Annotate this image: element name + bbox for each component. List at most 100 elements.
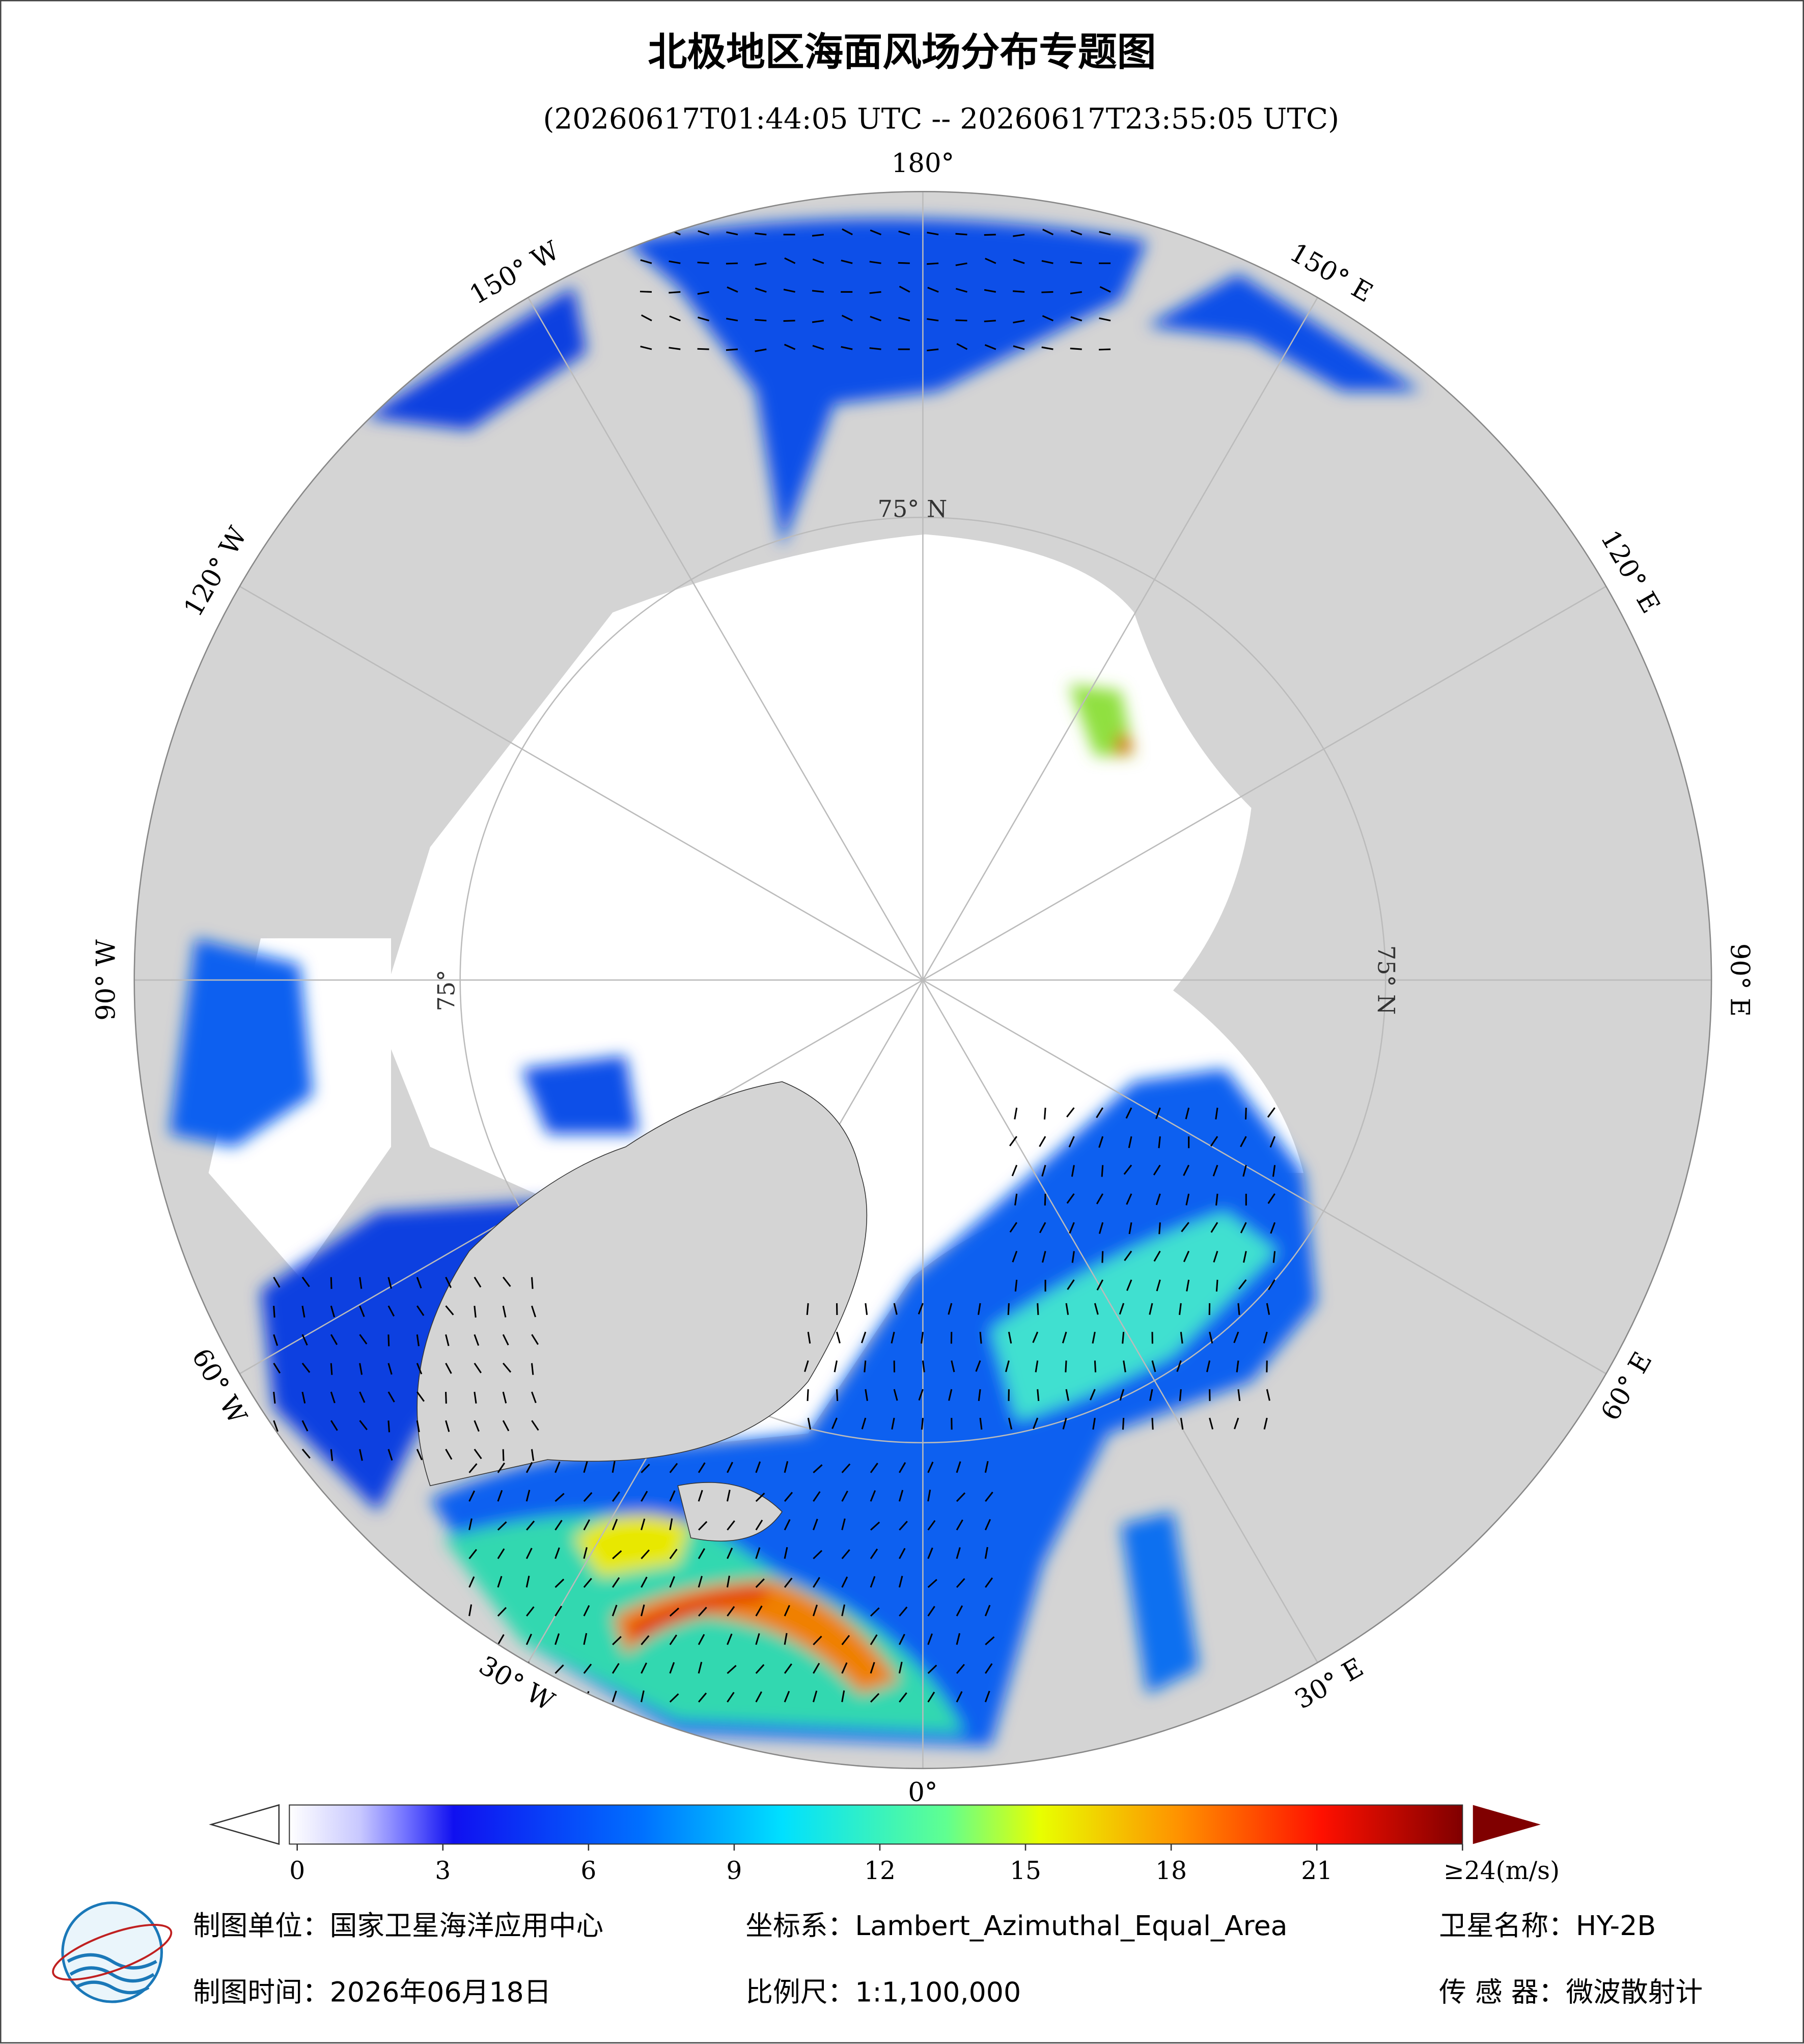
wind-arrow xyxy=(698,1634,705,1645)
wind-arrow xyxy=(273,1334,279,1346)
wind-arrow xyxy=(893,1389,898,1401)
wind-arrow xyxy=(898,230,910,236)
wind-arrow xyxy=(1128,1136,1132,1149)
wind-arrow xyxy=(1071,1251,1075,1263)
wind-arrow xyxy=(927,1520,936,1531)
wind-arrow xyxy=(985,1577,993,1588)
wind-arrow xyxy=(807,1332,811,1344)
wind-arrow xyxy=(956,1461,961,1473)
wind-arrow xyxy=(1122,1332,1125,1344)
longitude-label: 180° xyxy=(892,148,954,179)
wind-arrow xyxy=(359,1334,368,1345)
wind-arrow xyxy=(698,1692,707,1703)
wind-arrow xyxy=(640,345,652,350)
wind-arrow xyxy=(1156,1279,1161,1292)
wind-arrow xyxy=(1126,1279,1132,1291)
wind-arrow xyxy=(525,1462,533,1473)
wind-arrow xyxy=(831,1417,838,1430)
wind-arrow xyxy=(1126,1193,1132,1205)
colorbar-over xyxy=(1473,1805,1541,1844)
wind-arrow xyxy=(1005,1360,1010,1373)
wind-arrow xyxy=(445,1420,450,1432)
wind-arrow xyxy=(812,234,824,237)
wind-arrow xyxy=(841,1463,851,1473)
wind-arrow xyxy=(870,229,882,236)
wind-arrow xyxy=(1070,230,1083,236)
wind-arrow xyxy=(497,1576,503,1588)
wind-arrow xyxy=(612,1461,616,1473)
wind-arrow xyxy=(330,1363,333,1375)
wind-arrow xyxy=(1215,1193,1218,1206)
wind-arrow xyxy=(978,1389,981,1401)
wind-arrow xyxy=(669,347,681,350)
wind-arrow xyxy=(1068,1136,1075,1147)
wind-arrow xyxy=(956,1633,961,1645)
wind-arrow xyxy=(416,1277,422,1289)
wind-arrow xyxy=(1092,1417,1096,1430)
wind-arrow xyxy=(1062,1331,1067,1343)
colorbar-tick-label: 6 xyxy=(580,1857,596,1885)
wind-arrow xyxy=(531,1391,537,1404)
wind-arrow xyxy=(445,1448,453,1460)
latitude-label: 75° xyxy=(433,970,460,1012)
wind-arrow xyxy=(727,1462,733,1473)
wind-arrow xyxy=(812,1604,818,1616)
wind-arrow xyxy=(698,1662,703,1674)
wind-arrow xyxy=(1153,1250,1161,1262)
wind-arrow xyxy=(698,230,710,236)
wind-arrow xyxy=(870,1463,878,1473)
wind-arrow xyxy=(1101,1251,1104,1263)
wind-arrow xyxy=(612,1577,620,1588)
wind-arrow xyxy=(641,1662,647,1674)
wind-arrow xyxy=(956,1605,963,1617)
wind-arrow xyxy=(612,1690,617,1702)
wind-arrow xyxy=(387,1334,390,1347)
wind-arrow xyxy=(1101,1165,1104,1177)
wind-arrow xyxy=(359,1420,368,1431)
footer-sensor: 传 感 器：微波散射计 xyxy=(1439,1976,1703,2008)
wind-arrow xyxy=(956,1578,965,1588)
wind-arrow xyxy=(474,1391,477,1404)
wind-arrow xyxy=(1014,1107,1018,1119)
wind-arrow xyxy=(554,1520,563,1531)
wind-arrow xyxy=(898,317,910,322)
wind-arrow xyxy=(330,1420,338,1431)
wind-arrow xyxy=(1212,1165,1218,1177)
footer-date: 制图时间：2026年06月18日 xyxy=(193,1976,551,2008)
wind-arrow xyxy=(985,1636,995,1645)
wind-arrow xyxy=(899,1521,908,1531)
wind-arrow xyxy=(359,1305,365,1317)
wind-arrow xyxy=(927,287,939,293)
wind-arrow xyxy=(1013,320,1025,324)
wind-arrow xyxy=(985,1663,993,1674)
wind-arrow xyxy=(1094,1303,1099,1315)
wind-arrow xyxy=(698,1607,707,1617)
wind-arrow xyxy=(984,1547,988,1559)
wind-arrow xyxy=(1070,316,1083,322)
wind-arrow xyxy=(531,1363,534,1375)
wind-arrow xyxy=(984,1519,991,1530)
wind-arrow xyxy=(1151,1418,1154,1430)
wind-arrow xyxy=(1183,1164,1190,1176)
wind-arrow xyxy=(526,1606,535,1617)
wind-arrow xyxy=(468,1490,476,1502)
wind-arrow xyxy=(861,1417,867,1430)
wind-arrow xyxy=(870,1662,875,1674)
wind-arrow xyxy=(955,233,967,236)
wind-arrow xyxy=(445,1277,452,1289)
wind-arrow xyxy=(698,1462,706,1473)
wind-arrow xyxy=(1179,1389,1182,1401)
wind-arrow xyxy=(870,316,882,322)
wind-arrow xyxy=(1070,347,1082,350)
wind-arrow xyxy=(502,1334,509,1346)
wind-arrow xyxy=(698,1490,703,1502)
wind-arrow xyxy=(755,232,767,236)
colorbar-tick-label: 15 xyxy=(1010,1857,1041,1885)
wind-arrow xyxy=(812,320,824,323)
wind-arrow xyxy=(583,1519,591,1531)
title: 北极地区海面风场分布专题图 xyxy=(648,30,1156,75)
wind-arrow xyxy=(468,1463,478,1473)
wind-arrow xyxy=(583,1663,592,1674)
wind-arrow xyxy=(927,1606,935,1617)
